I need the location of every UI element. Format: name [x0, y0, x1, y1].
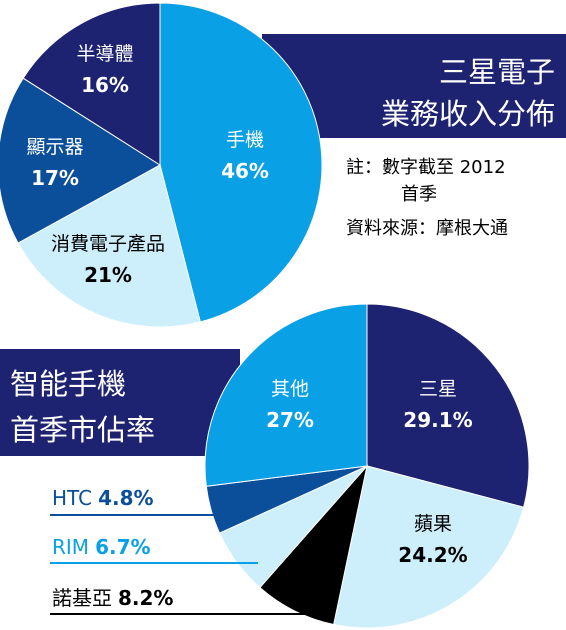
banner-2	[0, 349, 240, 456]
pie2-slice-item-1	[333, 465, 525, 629]
callout-rim: RIM 6.7%	[52, 535, 151, 559]
callout-rim-label: RIM	[52, 535, 89, 559]
pie-chart-samsung-revenue: 手機 46% 消費電子產品 21% 顯示器 17% 半導體 16%	[0, 2, 323, 328]
banner-1	[262, 34, 566, 138]
pie1-slice-label-3: 半導體	[76, 43, 133, 65]
pie2-slice-item-5	[204, 303, 368, 487]
pie1-slice-item-2	[0, 77, 161, 244]
pie1-slice-value-2: 17%	[31, 166, 79, 190]
pie2-slice-label-0: 三星	[419, 378, 457, 400]
chart1-title-line2: 業務收入分佈	[381, 97, 555, 131]
chart1-note-line2: 首季	[401, 184, 437, 205]
pie-chart-smartphone-share: 三星 29.1% 蘋果 24.2% 其他 27%	[204, 303, 530, 629]
callout-htc-label: HTC	[52, 486, 92, 510]
chart2-title-line1: 智能手機	[10, 367, 126, 401]
callout-htc: HTC 4.8%	[52, 486, 154, 510]
pie1-slice-label-1: 消費電子產品	[51, 233, 165, 255]
pie2-slice-item-0	[366, 303, 530, 508]
callout-nokia-label: 諾基亞	[52, 586, 112, 610]
chart2-title-line2: 首季市佔率	[10, 413, 155, 447]
pie2-slice-value-1: 24.2%	[398, 543, 467, 567]
callout-rim-value: 6.7%	[95, 535, 150, 559]
chart1-source: 資料來源：摩根大通	[346, 218, 508, 239]
chart1-note-line1: 註：數字截至 2012	[346, 157, 506, 178]
pie2-slice-label-5: 其他	[271, 378, 309, 400]
callout-nokia: 諾基亞 8.2%	[52, 586, 173, 610]
pie1-slice-value-3: 16%	[81, 73, 129, 97]
pie1-slice-value-1: 21%	[84, 263, 132, 287]
pie1-slice-label-0: 手機	[226, 129, 264, 151]
chart1-title-line1: 三星電子	[439, 55, 555, 89]
pie1-slice-item-3	[22, 2, 161, 166]
callout-nokia-value: 8.2%	[118, 586, 173, 610]
pie1-slice-label-2: 顯示器	[26, 136, 83, 158]
pie1-slice-item-1	[17, 164, 201, 328]
callout-htc-value: 4.8%	[98, 486, 153, 510]
pie1-slice-item-0	[159, 2, 323, 323]
pie1-slice-value-0: 46%	[221, 159, 269, 183]
pie2-slice-value-5: 27%	[266, 408, 314, 432]
pie2-slice-value-0: 29.1%	[403, 408, 472, 432]
pie2-slice-label-1: 蘋果	[414, 513, 452, 535]
